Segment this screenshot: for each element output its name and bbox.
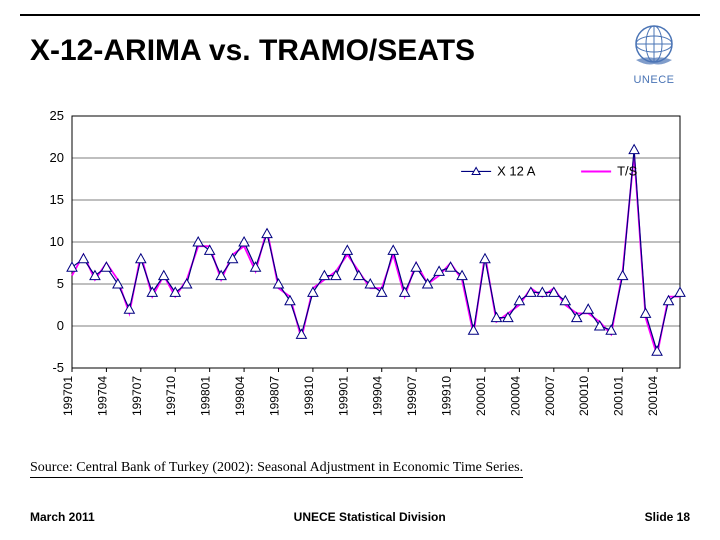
page-title: X-12-ARIMA vs. TRAMO/SEATS: [30, 34, 475, 68]
svg-text:199701: 199701: [61, 376, 75, 416]
svg-text:25: 25: [50, 110, 64, 123]
footer-slide-number: Slide 18: [645, 510, 690, 524]
svg-text:199710: 199710: [164, 376, 178, 416]
svg-text:199704: 199704: [95, 376, 109, 416]
svg-text:200101: 200101: [612, 376, 626, 416]
svg-text:5: 5: [57, 276, 64, 291]
svg-text:15: 15: [50, 192, 64, 207]
svg-text:X 12 A: X 12 A: [497, 163, 536, 178]
svg-text:199807: 199807: [267, 376, 281, 416]
svg-text:0: 0: [57, 318, 64, 333]
svg-text:200007: 200007: [543, 376, 557, 416]
footer-date: March 2011: [30, 510, 95, 524]
chart-svg: -5 0 5 10 15 20 25 199701 199704 199707 199710 1998…: [30, 110, 690, 440]
comparison-chart: -5 0 5 10 15 20 25 199701 199704 199707 199710 1998…: [30, 110, 690, 440]
svg-text:199810: 199810: [302, 376, 316, 416]
svg-text:200004: 200004: [508, 376, 522, 416]
svg-text:199801: 199801: [199, 376, 213, 416]
svg-text:T/S: T/S: [617, 163, 638, 178]
slide-top-rule: [20, 14, 700, 16]
footer-org: UNECE Statistical Division: [95, 510, 645, 524]
svg-text:199904: 199904: [371, 376, 385, 416]
svg-text:199707: 199707: [130, 376, 144, 416]
svg-text:200001: 200001: [474, 376, 488, 416]
svg-text:199910: 199910: [440, 376, 454, 416]
svg-text:-5: -5: [52, 360, 64, 375]
svg-text:200010: 200010: [577, 376, 591, 416]
unece-logo: UNECE: [614, 22, 694, 86]
svg-text:200104: 200104: [646, 376, 660, 416]
svg-text:20: 20: [50, 150, 64, 165]
logo-text: UNECE: [614, 74, 694, 86]
svg-text:199901: 199901: [336, 376, 350, 416]
slide-footer: March 2011 UNECE Statistical Division Sl…: [0, 510, 720, 524]
svg-text:199804: 199804: [233, 376, 247, 416]
source-citation: Source: Central Bank of Turkey (2002): S…: [30, 460, 523, 478]
svg-text:199907: 199907: [405, 376, 419, 416]
svg-text:10: 10: [50, 234, 64, 249]
un-emblem-icon: [626, 22, 682, 72]
